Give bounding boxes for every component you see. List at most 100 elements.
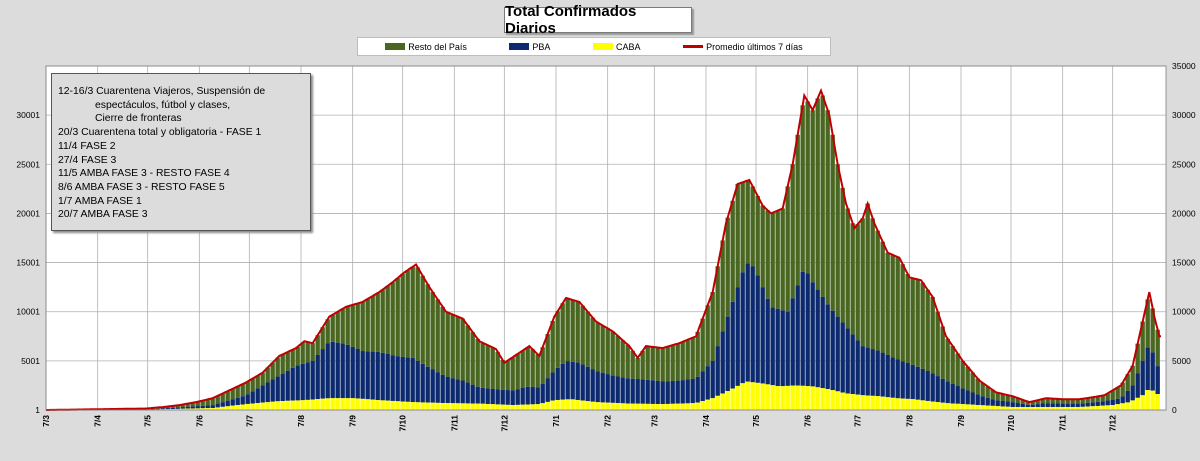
bar-caba xyxy=(840,392,845,410)
bar-resto xyxy=(930,296,935,374)
bar-resto xyxy=(1145,299,1150,348)
bar-pba xyxy=(450,378,455,404)
bar-pba xyxy=(435,372,440,403)
bar-resto xyxy=(555,311,560,368)
bar-caba xyxy=(1045,407,1050,410)
bar-pba xyxy=(455,379,460,404)
bar-pba xyxy=(935,376,940,403)
bar-pba xyxy=(755,275,760,383)
bar-pba xyxy=(265,382,270,403)
bar-pba xyxy=(420,363,425,403)
bar-pba xyxy=(890,357,895,398)
bar-pba xyxy=(510,390,515,406)
bar-resto xyxy=(455,316,460,380)
bar-pba xyxy=(290,367,295,401)
bar-caba xyxy=(235,405,240,410)
bar-pba xyxy=(770,307,775,386)
bar-caba xyxy=(185,408,190,410)
bar-pba xyxy=(485,388,490,404)
bar-pba xyxy=(395,356,400,402)
bar-resto xyxy=(1095,396,1100,402)
bar-caba xyxy=(230,405,235,410)
bar-pba xyxy=(375,351,380,401)
bar-resto xyxy=(980,382,985,397)
legend-swatch-resto xyxy=(385,43,406,50)
bar-caba xyxy=(655,404,660,410)
bar-caba xyxy=(335,398,340,410)
bar-resto xyxy=(900,264,905,362)
bar-pba xyxy=(335,342,340,399)
bar-pba xyxy=(685,379,690,404)
bar-pba xyxy=(1130,385,1135,401)
legend-item-line: Promedio últimos 7 días xyxy=(683,42,803,52)
bar-resto xyxy=(415,267,420,361)
bar-resto xyxy=(500,360,505,390)
bar-pba xyxy=(1045,403,1050,408)
bar-caba xyxy=(765,384,770,410)
bar-caba xyxy=(805,386,810,410)
bar-pba xyxy=(725,316,730,392)
bar-pba xyxy=(355,348,360,399)
bar-resto xyxy=(385,285,390,354)
bar-pba xyxy=(525,386,530,405)
bar-resto xyxy=(325,319,330,344)
bar-resto xyxy=(265,367,270,383)
bar-caba xyxy=(575,399,580,410)
legend-label-caba: CABA xyxy=(616,41,641,52)
bar-resto xyxy=(230,388,235,400)
bar-caba xyxy=(200,408,205,410)
bar-pba xyxy=(805,273,810,387)
bar-pba xyxy=(655,380,660,405)
y-right-tick-label: 35000 xyxy=(1172,61,1196,71)
bar-pba xyxy=(1060,403,1065,408)
bar-caba xyxy=(960,404,965,410)
bar-caba xyxy=(465,403,470,410)
annotation-line-4: 20/3 Cuarentena total y obligatoria - FA… xyxy=(58,127,262,139)
bar-caba xyxy=(280,401,285,410)
x-tick-label: 7/7 xyxy=(853,415,863,427)
bar-caba xyxy=(895,398,900,410)
bar-caba xyxy=(310,399,315,410)
bar-pba xyxy=(975,394,980,405)
bar-pba xyxy=(790,298,795,386)
bar-resto xyxy=(430,292,435,370)
bar-resto xyxy=(695,331,700,377)
bar-pba xyxy=(490,388,495,405)
bar-resto xyxy=(320,327,325,350)
bar-pba xyxy=(980,396,985,406)
bar-pba xyxy=(270,379,275,402)
bar-resto xyxy=(835,164,840,317)
bar-caba xyxy=(1140,395,1145,410)
bar-resto xyxy=(375,293,380,352)
bar-pba xyxy=(820,296,825,389)
bar-caba xyxy=(1100,405,1105,410)
bar-resto xyxy=(470,332,475,385)
bar-pba xyxy=(840,322,845,393)
bar-pba xyxy=(1000,400,1005,407)
bar-pba xyxy=(780,310,785,387)
bar-resto xyxy=(350,304,355,347)
bar-caba xyxy=(650,403,655,410)
bar-resto xyxy=(1060,399,1065,404)
bar-pba xyxy=(205,405,210,409)
bar-pba xyxy=(305,362,310,400)
bar-resto xyxy=(1140,321,1145,361)
bar-resto xyxy=(705,305,710,367)
x-tick-label: 7/5 xyxy=(751,415,761,427)
bar-pba xyxy=(260,385,265,403)
bar-pba xyxy=(1050,403,1055,408)
bar-resto xyxy=(315,335,320,355)
bar-pba xyxy=(785,311,790,386)
bar-pba xyxy=(875,350,880,397)
legend-swatch-line xyxy=(683,45,704,48)
bar-resto xyxy=(1075,399,1080,404)
x-tick-label: 7/9 xyxy=(956,415,966,427)
bar-pba xyxy=(705,366,710,400)
bar-resto xyxy=(190,402,195,407)
bar-caba xyxy=(965,404,970,410)
bar-resto xyxy=(700,318,705,372)
bar-resto xyxy=(525,347,530,387)
legend-swatch-pba xyxy=(509,43,530,50)
bar-pba xyxy=(695,376,700,403)
bar-pba xyxy=(185,406,190,409)
